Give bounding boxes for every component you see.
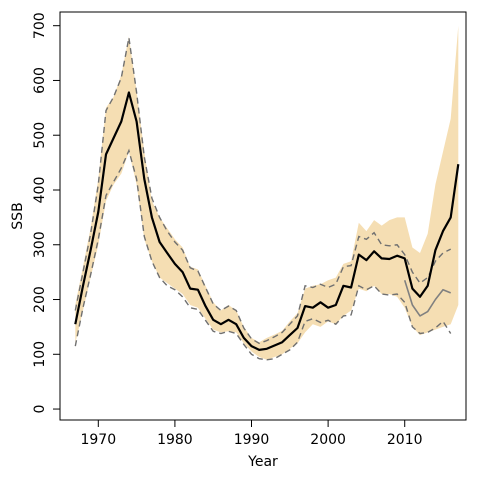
y-tick-label: 200 — [32, 286, 48, 313]
y-tick-label: 100 — [32, 341, 48, 368]
y-tick-label: 700 — [32, 12, 48, 39]
x-tick-label: 1970 — [80, 432, 116, 448]
x-tick-label: 1990 — [234, 432, 270, 448]
y-axis: 0 100 200 300 400 500 600 700 — [32, 12, 60, 414]
plot-frame — [59, 11, 467, 421]
x-tick-label: 2010 — [387, 432, 423, 448]
y-tick-label: 600 — [32, 67, 48, 94]
ssb-estimate-line — [74, 91, 460, 351]
lower-dashed-line — [74, 148, 452, 361]
x-tick-label: 1980 — [157, 432, 193, 448]
y-axis-title: SSB — [10, 202, 26, 229]
upper-dashed-line — [74, 37, 452, 345]
y-tick-label: 300 — [32, 231, 48, 258]
retro-estimate-line — [403, 280, 452, 317]
x-axis-title: Year — [247, 454, 278, 470]
series-line-layer — [74, 91, 460, 351]
x-tick-label: 2000 — [310, 432, 346, 448]
y-tick-label: 400 — [32, 177, 48, 204]
y-tick-label: 500 — [32, 122, 48, 149]
confidence-band — [75, 25, 459, 360]
confidence-band-layer — [75, 25, 459, 360]
x-axis: 1970 1980 1990 2000 2010 — [80, 420, 423, 448]
dashed-bound-layer — [74, 37, 452, 361]
y-tick-label: 0 — [32, 405, 48, 414]
